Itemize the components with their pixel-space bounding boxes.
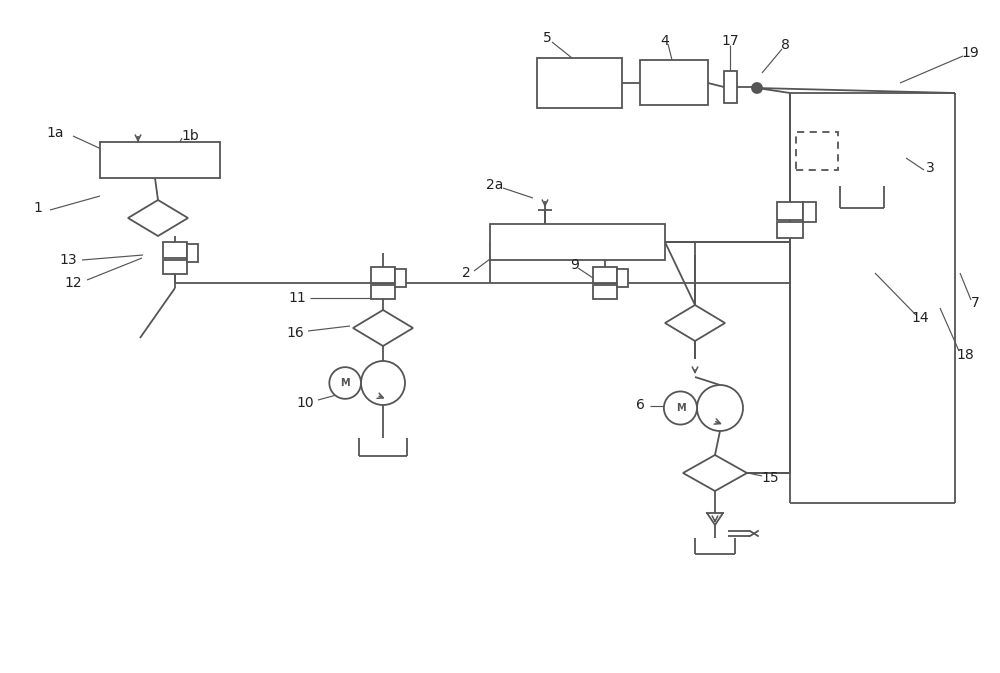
- Bar: [100, 142, 220, 178]
- Text: 2a: 2a: [486, 178, 504, 192]
- Text: 8: 8: [781, 38, 789, 52]
- Text: 16: 16: [286, 326, 304, 340]
- Bar: [724, 71, 737, 103]
- Text: 5: 5: [543, 31, 551, 45]
- Bar: [593, 285, 617, 299]
- Text: 1: 1: [34, 201, 42, 215]
- Bar: [593, 267, 617, 283]
- Text: M: M: [676, 403, 685, 413]
- Text: 1b: 1b: [181, 129, 199, 143]
- Text: 7: 7: [971, 296, 979, 310]
- Circle shape: [329, 367, 361, 399]
- Circle shape: [752, 83, 762, 93]
- Bar: [617, 269, 628, 287]
- Bar: [803, 202, 816, 222]
- Polygon shape: [128, 200, 188, 236]
- Polygon shape: [353, 310, 413, 346]
- Text: 13: 13: [59, 253, 77, 267]
- Bar: [395, 269, 406, 287]
- Bar: [640, 60, 708, 105]
- Text: 14: 14: [911, 311, 929, 325]
- Bar: [537, 58, 622, 108]
- Text: 6: 6: [636, 398, 644, 412]
- Text: 1a: 1a: [46, 126, 64, 140]
- Circle shape: [664, 392, 697, 425]
- Text: 3: 3: [926, 161, 934, 175]
- Bar: [777, 222, 803, 238]
- Bar: [490, 224, 665, 260]
- Text: M: M: [340, 378, 350, 388]
- Text: 12: 12: [64, 276, 82, 290]
- Bar: [163, 260, 187, 274]
- Circle shape: [697, 385, 743, 431]
- Text: 9: 9: [571, 258, 579, 272]
- Circle shape: [361, 361, 405, 405]
- Text: 10: 10: [296, 396, 314, 410]
- Text: 19: 19: [961, 46, 979, 60]
- Text: 4: 4: [661, 34, 669, 48]
- Bar: [163, 242, 187, 258]
- Bar: [187, 244, 198, 262]
- Bar: [371, 285, 395, 299]
- Text: 2: 2: [462, 266, 470, 280]
- Bar: [371, 267, 395, 283]
- Text: 11: 11: [288, 291, 306, 305]
- Bar: [796, 132, 838, 170]
- Text: 17: 17: [721, 34, 739, 48]
- Polygon shape: [665, 305, 725, 341]
- Text: 18: 18: [956, 348, 974, 362]
- Polygon shape: [683, 455, 747, 491]
- Bar: [777, 202, 803, 220]
- Text: 15: 15: [761, 471, 779, 485]
